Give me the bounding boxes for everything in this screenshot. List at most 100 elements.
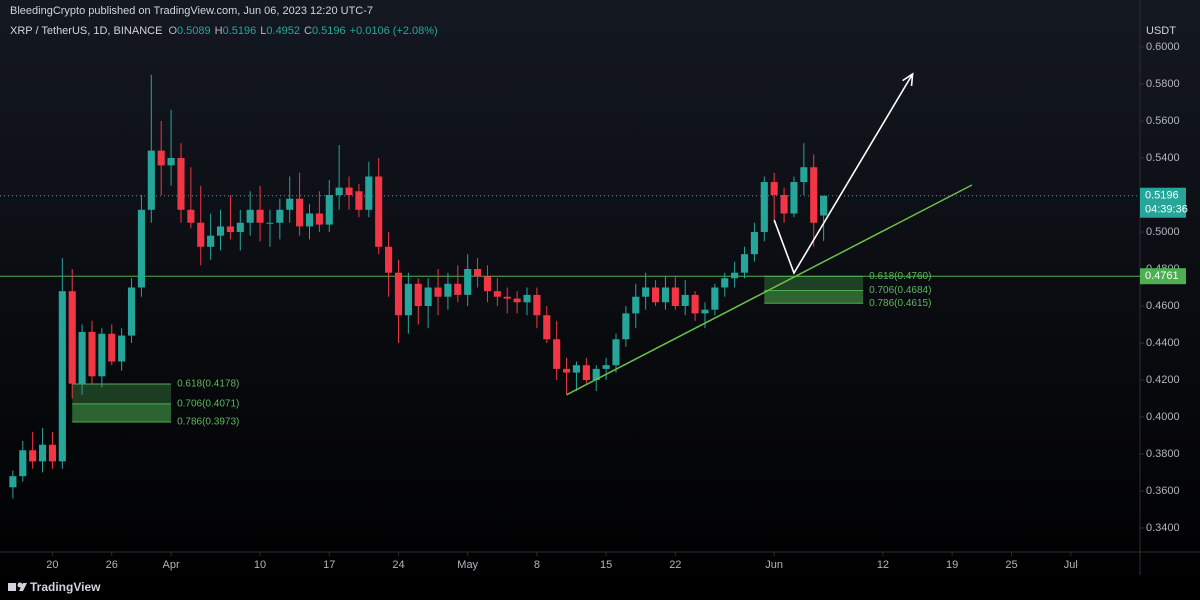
fib-label: 0.786(0.4615) xyxy=(869,298,931,309)
candle-body xyxy=(365,176,373,210)
candle-body xyxy=(661,287,669,303)
symbol-info: XRP / TetherUS, 1D, BINANCE O0.5089 H0.519… xyxy=(10,25,438,37)
y-tick-label: 0.5800 xyxy=(1146,78,1180,90)
close-value: 0.5196 xyxy=(312,25,346,37)
candle-body xyxy=(404,283,412,316)
hline-price-box xyxy=(1140,268,1186,285)
x-tick-label: 22 xyxy=(669,559,681,571)
high-value: 0.5196 xyxy=(223,25,257,37)
candle-body xyxy=(157,150,165,166)
y-tick-label: 0.4000 xyxy=(1146,411,1180,423)
x-tick-label: 24 xyxy=(392,559,404,571)
candle-body xyxy=(177,157,185,210)
candle-body xyxy=(98,333,106,377)
fib-band xyxy=(764,276,864,291)
candle-body xyxy=(9,476,17,488)
fib-band xyxy=(72,384,172,404)
candle-body xyxy=(681,294,689,306)
change: +0.0106 (+2.08%) xyxy=(350,25,438,37)
candle-body xyxy=(375,176,383,247)
candle-body xyxy=(127,287,136,336)
candle-body xyxy=(345,187,353,195)
brand[interactable]: TradingView xyxy=(30,580,101,594)
candle-body xyxy=(750,231,758,255)
candle-body xyxy=(325,194,333,225)
candle-body xyxy=(671,287,679,306)
last-price-box xyxy=(1140,187,1186,218)
y-tick-label: 0.5000 xyxy=(1146,226,1180,238)
fib-label: 0.618(0.4178) xyxy=(177,379,239,390)
candle-body xyxy=(533,294,541,316)
x-tick-label: 12 xyxy=(877,559,889,571)
x-tick-label: 10 xyxy=(254,559,266,571)
candle-body xyxy=(513,298,521,303)
candle-body xyxy=(88,331,96,377)
candle-body xyxy=(226,226,234,232)
candle-body xyxy=(562,368,571,373)
candle-body xyxy=(602,365,610,369)
symbol: XRP / TetherUS, 1D, BINANCE xyxy=(10,25,162,37)
x-tick-label: 15 xyxy=(600,559,612,571)
candle-body xyxy=(216,226,225,236)
candle-body xyxy=(820,195,828,216)
fib-label: 0.706(0.4684) xyxy=(869,285,931,296)
candle-body xyxy=(38,444,47,462)
candle-body xyxy=(58,291,66,462)
candle-body xyxy=(474,268,482,277)
candle-body xyxy=(414,283,422,306)
candle-body xyxy=(582,365,590,380)
candle-body xyxy=(108,333,116,362)
candle-body xyxy=(434,287,442,297)
fib-label: 0.786(0.3973) xyxy=(177,417,239,428)
x-tick-label: 17 xyxy=(323,559,335,571)
plot-area: 0.618(0.4178) 0.706(0.4071) 0.786(0.3973) 0… xyxy=(0,72,1140,499)
candle-body xyxy=(19,450,27,477)
arrow-head xyxy=(902,72,914,87)
candle-body xyxy=(553,339,561,369)
candle-body xyxy=(29,450,37,462)
candle-body xyxy=(592,368,600,380)
candle-body xyxy=(78,331,86,384)
trendline xyxy=(566,184,973,396)
fib-label: 0.706(0.4071) xyxy=(177,398,239,409)
candle-body xyxy=(612,339,620,366)
y-tick-label: 0.3600 xyxy=(1146,485,1180,497)
candle-body xyxy=(197,222,205,247)
candle-body xyxy=(246,209,254,223)
candle-body xyxy=(780,194,788,214)
candle-body xyxy=(286,198,294,210)
x-tick-label: May xyxy=(457,559,478,571)
candle-body xyxy=(305,213,314,227)
candle-body xyxy=(622,313,630,340)
y-tick-label: 0.3800 xyxy=(1146,448,1180,460)
candle-body xyxy=(721,278,729,288)
candle-body xyxy=(483,276,492,292)
open-value: 0.5089 xyxy=(177,25,211,37)
candle-body xyxy=(651,287,660,303)
x-tick-label: 26 xyxy=(106,559,118,571)
published-note: BleedingCrypto published on TradingView.… xyxy=(10,5,373,17)
candle-body xyxy=(385,246,393,273)
fib-band xyxy=(764,290,864,304)
ohlc-letter: L xyxy=(260,25,266,37)
candle-body xyxy=(355,191,363,210)
x-tick-label: Jul xyxy=(1064,559,1078,571)
y-tick-label: 0.5600 xyxy=(1146,115,1180,127)
candle-body xyxy=(731,272,739,279)
candle-body xyxy=(444,283,452,297)
x-tick-label: 8 xyxy=(534,559,540,571)
candle-body xyxy=(118,335,126,362)
ohlc-letter: H xyxy=(215,25,223,37)
y-tick-label: 0.4400 xyxy=(1146,337,1180,349)
x-tick-label: 20 xyxy=(46,559,58,571)
ohlc-letter: C xyxy=(304,25,312,37)
y-tick-label: 0.3400 xyxy=(1146,522,1180,534)
last-price-label: 0.5196 xyxy=(1145,190,1179,202)
candle-body xyxy=(167,157,175,166)
candle-body xyxy=(276,209,284,223)
candle-body xyxy=(266,222,274,224)
candle-body xyxy=(503,296,511,299)
candle-body xyxy=(315,213,323,225)
